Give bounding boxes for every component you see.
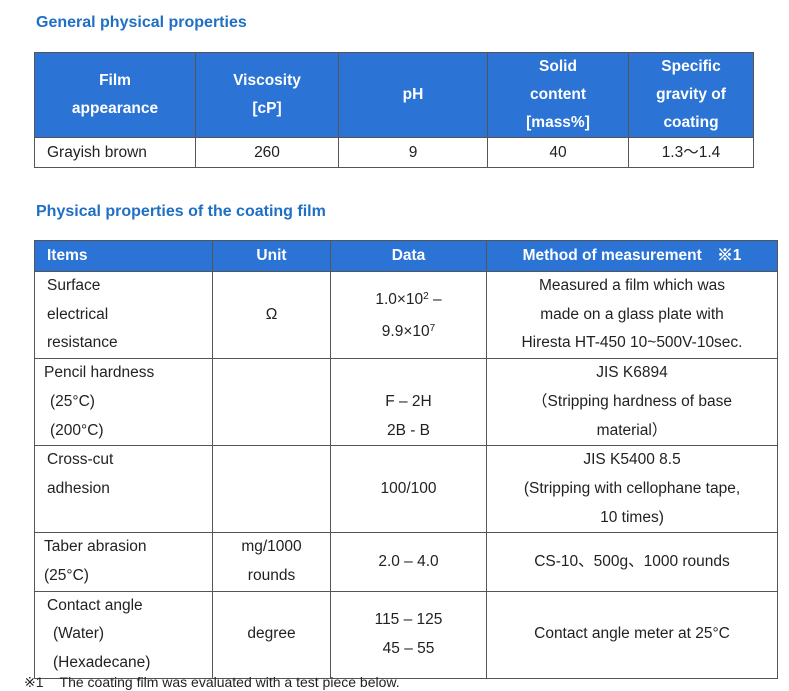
general-properties-table: Film appearance Viscosity [cP] pH Solid … — [34, 52, 754, 168]
table-row: Grayish brown 260 9 40 1.3～1.4 — [34, 137, 754, 168]
items-line: Surface — [47, 277, 101, 294]
coating-film-heading: Physical properties of the coating film — [36, 203, 326, 220]
table-header-row: Items Unit Data Method of measurement ※1 — [34, 240, 778, 272]
data-line: 115 – 125 — [374, 611, 443, 629]
header-unit: Unit — [212, 240, 331, 272]
cell-data: 1.0×102 – 9.9×107 — [330, 270, 487, 360]
cell-method: Measured a film which was made on a glas… — [486, 270, 778, 360]
data-line — [331, 359, 486, 388]
header-text: Solid — [539, 58, 577, 75]
cell-method: CS-10、500g、1000 rounds — [486, 532, 778, 592]
items-line: Cross-cut — [47, 451, 114, 469]
cell-unit: degree — [212, 590, 331, 679]
cell-unit: mg/1000 rounds — [212, 532, 331, 592]
table-row: Cross-cut adhesion 100/100 JIS K5400 8.5… — [34, 445, 778, 534]
cell-method: JIS K6894 （Stripping hardness of base ma… — [486, 358, 778, 447]
items-line: (Hexadecane) — [53, 654, 151, 672]
data-exponent: 2 — [423, 291, 429, 303]
header-items: Items — [34, 240, 213, 272]
cell-data: 100/100 — [330, 445, 487, 534]
header-text: [mass%] — [526, 114, 590, 131]
cell-items: Pencil hardness (25°C) (200°C) — [34, 358, 213, 447]
items-line: electrical — [47, 305, 109, 323]
header-ph: pH — [338, 52, 488, 138]
cell-items: Cross-cut adhesion — [34, 445, 213, 534]
header-text: coating — [663, 114, 719, 131]
footnote-text: The coating film was evaluated with a te… — [59, 674, 400, 690]
cell-items: Surface electrical resistance — [34, 270, 213, 360]
coating-film-table: Items Unit Data Method of measurement ※1… — [34, 240, 778, 679]
method-line: Measured a film which was — [538, 277, 726, 294]
cell-unit — [212, 358, 331, 447]
data-line: F – 2H — [385, 392, 432, 410]
cell-items: Contact angle (Water) (Hexadecane) — [34, 590, 213, 679]
footnote: ※1 The coating film was evaluated with a … — [24, 674, 400, 691]
header-text: Specific — [661, 58, 721, 75]
data-exponent: 7 — [429, 323, 436, 335]
method-line: 10 times) — [600, 508, 664, 526]
data-line: 2B - B — [386, 421, 431, 439]
data-line: 45 – 55 — [382, 639, 435, 657]
method-line: （Stripping hardness of base — [532, 392, 732, 410]
items-line: (25°C) — [44, 567, 89, 585]
table-header-row: Film appearance Viscosity [cP] pH Solid … — [34, 52, 754, 138]
cell-film-appearance: Grayish brown — [34, 137, 196, 168]
header-data: Data — [330, 240, 487, 272]
header-film-appearance: Film appearance — [34, 52, 196, 138]
cell-method: Contact angle meter at 25°C — [486, 590, 778, 679]
header-text: Viscosity — [233, 72, 301, 89]
items-line: adhesion — [47, 479, 110, 497]
cell-data: 2.0 – 4.0 — [330, 532, 487, 592]
unit-line: rounds — [247, 567, 296, 585]
header-text: pH — [402, 86, 424, 103]
cell-data: 115 – 125 45 – 55 — [330, 590, 487, 679]
cell-items: Taber abrasion (25°C) — [34, 532, 213, 592]
table-row: Contact angle (Water) (Hexadecane) degre… — [34, 590, 778, 679]
header-text: gravity of — [656, 86, 726, 103]
unit-line: mg/1000 — [241, 538, 302, 556]
method-line: made on a glass plate with — [540, 305, 724, 323]
cell-ph: 9 — [338, 137, 488, 168]
items-line: Taber abrasion — [44, 538, 147, 556]
header-method: Method of measurement ※1 — [486, 240, 778, 272]
method-line: JIS K5400 8.5 — [583, 451, 681, 469]
data-line: 1.0×102 – — [331, 283, 486, 315]
header-viscosity: Viscosity [cP] — [195, 52, 339, 138]
cell-solid-content: 40 — [487, 137, 629, 168]
items-line: resistance — [47, 334, 118, 352]
cell-unit: Ω — [212, 270, 331, 360]
header-text: [cP] — [252, 100, 282, 117]
items-line: (Water) — [53, 625, 105, 643]
data-value: – — [428, 291, 442, 309]
method-line: JIS K6894 — [596, 364, 668, 382]
general-properties-heading: General physical properties — [36, 14, 247, 31]
cell-specific-gravity: 1.3～1.4 — [628, 137, 754, 168]
cell-viscosity: 260 — [195, 137, 339, 168]
items-line: (200°C) — [50, 421, 104, 439]
method-line: Hiresta HT-450 10~500V-10sec. — [521, 334, 743, 352]
footnote-symbol: ※1 — [24, 674, 44, 690]
data-line: 9.9×107 — [331, 315, 486, 347]
table-row: Taber abrasion (25°C) mg/1000 rounds 2.0… — [34, 532, 778, 592]
cell-data: F – 2H 2B - B — [330, 358, 487, 447]
header-text: Film — [99, 72, 131, 89]
table-row: Surface electrical resistance Ω 1.0×102 … — [34, 270, 778, 360]
method-line: (Stripping with cellophane tape, — [523, 479, 741, 497]
table-row: Pencil hardness (25°C) (200°C) F – 2H 2B… — [34, 358, 778, 447]
items-line: (25°C) — [50, 392, 95, 410]
cell-method: JIS K5400 8.5 (Stripping with cellophane… — [486, 445, 778, 534]
header-specific-gravity: Specific gravity of coating — [628, 52, 754, 138]
header-text: content — [530, 86, 586, 103]
header-solid-content: Solid content [mass%] — [487, 52, 629, 138]
items-line: Contact angle — [47, 596, 143, 614]
header-text: appearance — [71, 100, 159, 117]
method-line: material） — [596, 421, 668, 439]
data-value: 1.0×10 — [375, 291, 424, 309]
data-value: 9.9×10 — [381, 323, 430, 341]
items-line: Pencil hardness — [44, 364, 155, 382]
cell-unit — [212, 445, 331, 534]
